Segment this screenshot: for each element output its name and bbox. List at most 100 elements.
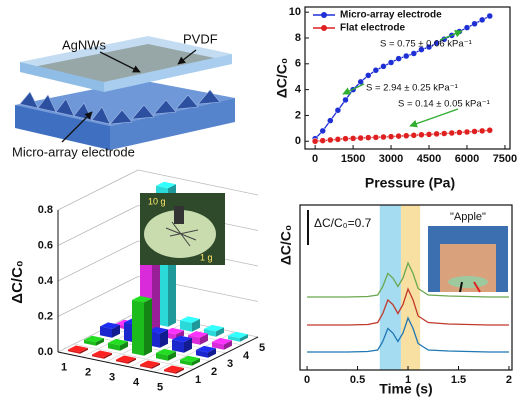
bar-front [108,342,120,351]
bar-3d [92,350,112,359]
bar-top [212,337,232,345]
highlight-band [400,205,421,370]
x-tick-label: 1.5 [451,374,466,386]
y-axis-label: ΔC/C₀ [278,225,294,265]
x-tick-label: 7500 [493,153,517,165]
bar-top [188,331,208,338]
inset-wire [459,281,463,293]
bar-3d [212,337,232,350]
bar-front [92,354,104,359]
bar-side [144,298,152,356]
inset-label: 10 g [148,196,166,206]
bar-top [84,335,104,343]
inset-label: "Apple" [450,211,486,223]
x-tick-label: 6000 [455,153,479,165]
data-point [463,24,471,31]
y-tick-label: 6 [295,58,301,70]
bar-3d [172,335,192,353]
bar-front [212,341,224,350]
scale-bar-label: ΔC/C₀=0.7 [314,216,372,230]
data-point [448,129,456,137]
data-point [440,130,448,137]
data-point [380,133,387,141]
annotation-arrow [439,30,463,41]
data-point [478,127,486,135]
diagram-label: AgNWs [62,37,107,52]
bar-front [116,359,128,364]
bar-3d [164,365,184,374]
series-line [307,287,509,326]
series-line [307,316,509,353]
data-point [319,127,326,135]
data-point [410,132,418,139]
bar-3d [108,338,128,351]
inset-wire [473,281,481,293]
x-tick-label: 0.5 [350,374,365,386]
bar-top [148,327,168,334]
bar-3d [140,360,160,369]
data-point [402,52,410,60]
bar-front [68,349,80,354]
bar-front [196,349,208,358]
bar-side [192,358,200,366]
z-tick-label: 0.0 [38,346,53,358]
data-point [433,39,440,47]
bar-3d [116,355,136,364]
x-tick-label: 2 [506,374,512,386]
grid-line [57,169,259,211]
data-point [418,131,425,139]
bar-top [164,327,184,335]
inset-label: 1 g [200,252,213,262]
data-point [342,135,349,142]
bar-3d [68,345,88,354]
legend-marker [321,12,327,18]
data-point [334,136,342,143]
data-point [471,128,478,135]
bar-side [120,341,128,351]
y-tick-label: 4 [243,350,250,362]
data-point [327,136,334,144]
z-tick-label: 0.2 [38,310,53,322]
bar-side [96,338,104,346]
x-axis-label: Pressure (Pa) [365,175,455,191]
bar-3d [196,345,216,358]
bar-side [168,351,176,361]
annotation: S = 0.75 ± 0.06 kPa⁻¹ [380,39,472,50]
bar-3d [228,331,248,342]
data-point [478,16,486,24]
bar-3d [100,322,120,338]
data-point [311,138,319,145]
bar-3d [148,327,168,348]
bar-front [172,339,184,353]
data-point [410,50,418,57]
bar-3d [180,355,200,366]
data-point [395,132,402,140]
legend-marker [321,25,327,31]
diagram-label: PVDF [183,31,218,46]
annotation: S = 2.94 ± 0.25 kPa⁻¹ [366,83,458,94]
inset-weight [174,206,184,224]
y-tick-label: 10 [289,6,301,18]
x-tick-label: 0 [304,374,310,386]
bar-front [156,352,168,361]
x-tick-label: 1500 [341,153,365,165]
bar-side [128,357,136,364]
y-tick-label: 2 [295,109,301,121]
x-tick-label: 5 [157,381,163,393]
y-tick-label: 2 [211,366,217,378]
bar-top [164,365,184,372]
bar-top [156,181,176,189]
bar-top [228,331,248,339]
bar-front [132,300,144,356]
bar-front [100,326,112,338]
z-tick-label: 0.8 [38,204,53,216]
annotation: S = 0.14 ± 0.05 kPa⁻¹ [398,99,490,110]
z-tick-label: 0.4 [38,275,54,287]
bar-front [164,369,176,374]
bar-3d [84,335,104,346]
bar-top [92,350,112,357]
bar-front [228,335,240,342]
bar-side [176,367,184,374]
bar-top [180,355,200,363]
bar-top [204,324,224,332]
